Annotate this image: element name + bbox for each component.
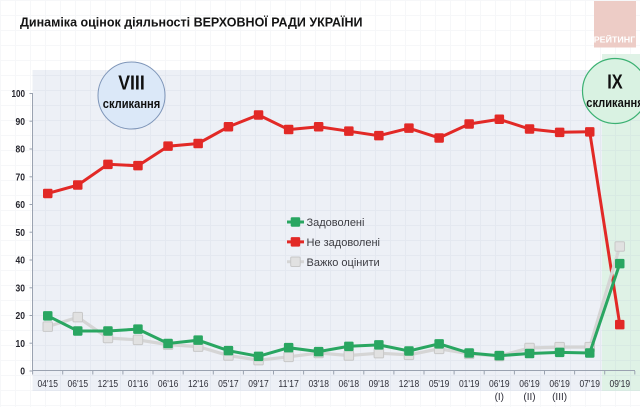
svg-text:03'18: 03'18 [308,379,329,390]
svg-text:06'19: 06'19 [519,379,540,390]
svg-text:Важко оцінити: Важко оцінити [307,257,380,269]
svg-text:скликання: скликання [103,96,161,111]
svg-text:0: 0 [20,367,25,378]
svg-text:09'18: 09'18 [369,379,390,390]
svg-text:20: 20 [16,311,26,322]
svg-text:100: 100 [12,89,26,100]
svg-text:40: 40 [16,256,26,267]
svg-text:(III): (III) [552,392,567,403]
svg-text:01'19: 01'19 [459,379,480,390]
svg-text:06'16: 06'16 [158,379,179,390]
svg-text:05'19: 05'19 [429,379,450,390]
svg-text:60: 60 [16,200,26,211]
svg-text:06'18: 06'18 [339,379,360,390]
svg-text:09'17: 09'17 [248,379,269,390]
svg-text:Динаміка оцінок діяльності ВЕР: Динаміка оцінок діяльності ВЕРХОВНОЇ РАД… [20,15,362,30]
svg-text:Не задоволені: Не задоволені [307,237,380,249]
svg-text:07'19: 07'19 [579,379,600,390]
svg-text:06'15: 06'15 [68,379,89,390]
svg-text:12'18: 12'18 [399,379,420,390]
svg-text:(I): (I) [495,392,504,403]
svg-text:80: 80 [16,145,26,156]
svg-text:06'19: 06'19 [489,379,510,390]
svg-text:РЕЙТИНГ: РЕЙТИНГ [594,36,636,45]
svg-text:06'19: 06'19 [549,379,570,390]
svg-text:01'16: 01'16 [128,379,149,390]
svg-text:11'17: 11'17 [278,379,299,390]
svg-text:12'16: 12'16 [188,379,209,390]
svg-text:05'17: 05'17 [218,379,239,390]
svg-text:скликання: скликання [586,95,640,110]
svg-text:Задоволені: Задоволені [307,217,365,229]
svg-text:VIII: VIII [118,73,145,95]
svg-text:10: 10 [16,339,26,350]
svg-text:(II): (II) [523,392,535,403]
svg-text:12'15: 12'15 [98,379,119,390]
svg-text:70: 70 [16,172,26,183]
svg-text:09'19: 09'19 [610,379,631,390]
svg-text:50: 50 [16,228,26,239]
svg-text:04'15: 04'15 [37,379,58,390]
svg-text:30: 30 [16,283,26,294]
svg-text:90: 90 [16,117,26,128]
svg-text:IX: IX [607,72,623,94]
